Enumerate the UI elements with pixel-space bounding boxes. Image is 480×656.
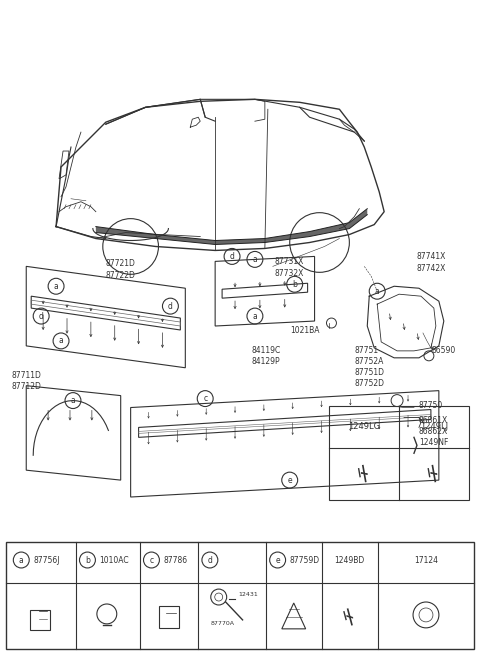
Text: 87752D: 87752D <box>354 379 384 388</box>
Text: 87742X: 87742X <box>417 264 446 273</box>
Text: 87759D: 87759D <box>289 556 320 565</box>
Text: a: a <box>252 312 257 321</box>
Text: 87750: 87750 <box>419 401 443 410</box>
Text: 86862X: 86862X <box>419 427 448 436</box>
Text: 84129P: 84129P <box>252 358 280 366</box>
Text: 87732X: 87732X <box>275 269 304 278</box>
Text: 1249LJ: 1249LJ <box>420 422 448 431</box>
Text: 87731X: 87731X <box>275 257 304 266</box>
Text: a: a <box>375 287 380 296</box>
Text: 1249BD: 1249BD <box>335 556 365 565</box>
Text: c: c <box>203 394 207 403</box>
Text: a: a <box>71 396 75 405</box>
Text: 87751: 87751 <box>354 346 378 356</box>
Text: 87770A: 87770A <box>211 621 235 626</box>
Text: 87756J: 87756J <box>33 556 60 565</box>
Bar <box>6 542 474 649</box>
Text: 1010AC: 1010AC <box>99 556 129 565</box>
Polygon shape <box>96 209 367 245</box>
Text: a: a <box>252 255 257 264</box>
Text: b: b <box>292 279 297 289</box>
Bar <box>329 405 468 500</box>
Text: e: e <box>288 476 292 485</box>
Text: 17124: 17124 <box>414 556 438 565</box>
Text: 87741X: 87741X <box>417 252 446 261</box>
Text: e: e <box>276 556 280 565</box>
Text: 1249NF: 1249NF <box>419 438 448 447</box>
Text: 87722D: 87722D <box>106 271 136 280</box>
Text: a: a <box>19 556 24 565</box>
Text: 87786: 87786 <box>163 556 188 565</box>
Text: 86861X: 86861X <box>419 416 448 425</box>
Text: 87752A: 87752A <box>354 358 384 366</box>
Text: d: d <box>39 312 44 321</box>
Text: d: d <box>207 556 212 565</box>
Text: d: d <box>229 252 235 261</box>
Text: c: c <box>149 556 154 565</box>
Text: 87721D: 87721D <box>106 259 136 268</box>
Text: 87751D: 87751D <box>354 368 384 377</box>
Text: b: b <box>85 556 90 565</box>
Text: 86590: 86590 <box>432 346 456 356</box>
Text: 12431: 12431 <box>239 592 258 596</box>
Text: 1249LG: 1249LG <box>348 422 380 431</box>
Text: d: d <box>168 302 173 311</box>
Text: 87711D: 87711D <box>12 371 41 380</box>
Text: 1021BA: 1021BA <box>290 327 319 335</box>
Text: a: a <box>59 337 63 346</box>
Text: 87712D: 87712D <box>12 382 41 391</box>
Text: 84119C: 84119C <box>252 346 281 356</box>
Text: a: a <box>54 281 59 291</box>
